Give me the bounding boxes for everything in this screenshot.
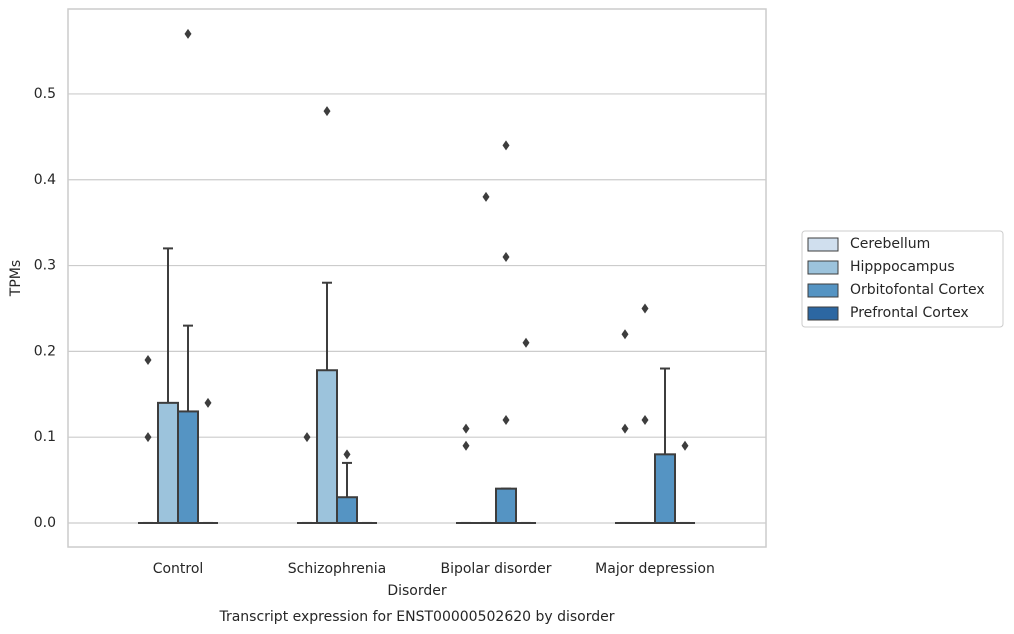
legend-swatch [807,283,839,298]
y-tick-label: 0.3 [34,258,56,274]
legend-label: Orbitofontal Cortex [850,282,985,298]
chart-title: Transcript expression for ENST0000050262… [218,609,614,625]
box [157,401,179,524]
box [495,487,517,524]
outlier [144,354,152,365]
box [654,453,676,524]
outlier [462,423,470,434]
outlier [144,432,152,443]
outlier [621,423,629,434]
outlier [323,106,331,117]
outlier [641,415,649,426]
outlier [204,397,212,408]
y-tick-label: 0.1 [34,429,56,445]
legend-label: Hipppocampus [850,259,955,275]
plot-frame [67,8,767,548]
legend-swatch [807,260,839,275]
outlier [502,140,510,151]
x-tick-label: Major depression [595,561,715,577]
outlier [681,440,689,451]
x-axis-label: Disorder [387,583,447,599]
legend-label: Prefrontal Cortex [850,305,969,321]
outlier [343,449,351,460]
outlier [522,337,530,348]
y-tick-label: 0.5 [34,86,56,102]
outlier [303,432,311,443]
outlier [482,191,490,202]
legend-frame [801,230,1004,328]
outlier [621,329,629,340]
box [177,410,199,524]
box [336,496,358,524]
y-tick-label: 0.2 [34,343,56,359]
outlier [502,251,510,262]
x-tick-label: Control [153,561,204,577]
outlier [502,415,510,426]
legend-swatch [807,306,839,321]
legend-swatch [807,237,839,252]
x-tick-label: Schizophrenia [288,561,386,577]
outlier [184,28,192,39]
legend-label: Cerebellum [850,236,930,252]
y-axis-label: TPMs [8,260,24,297]
outlier [462,440,470,451]
box [316,369,338,524]
outlier [641,303,649,314]
y-tick-label: 0.0 [34,515,56,531]
y-tick-label: 0.4 [34,172,56,188]
x-tick-label: Bipolar disorder [440,561,551,577]
